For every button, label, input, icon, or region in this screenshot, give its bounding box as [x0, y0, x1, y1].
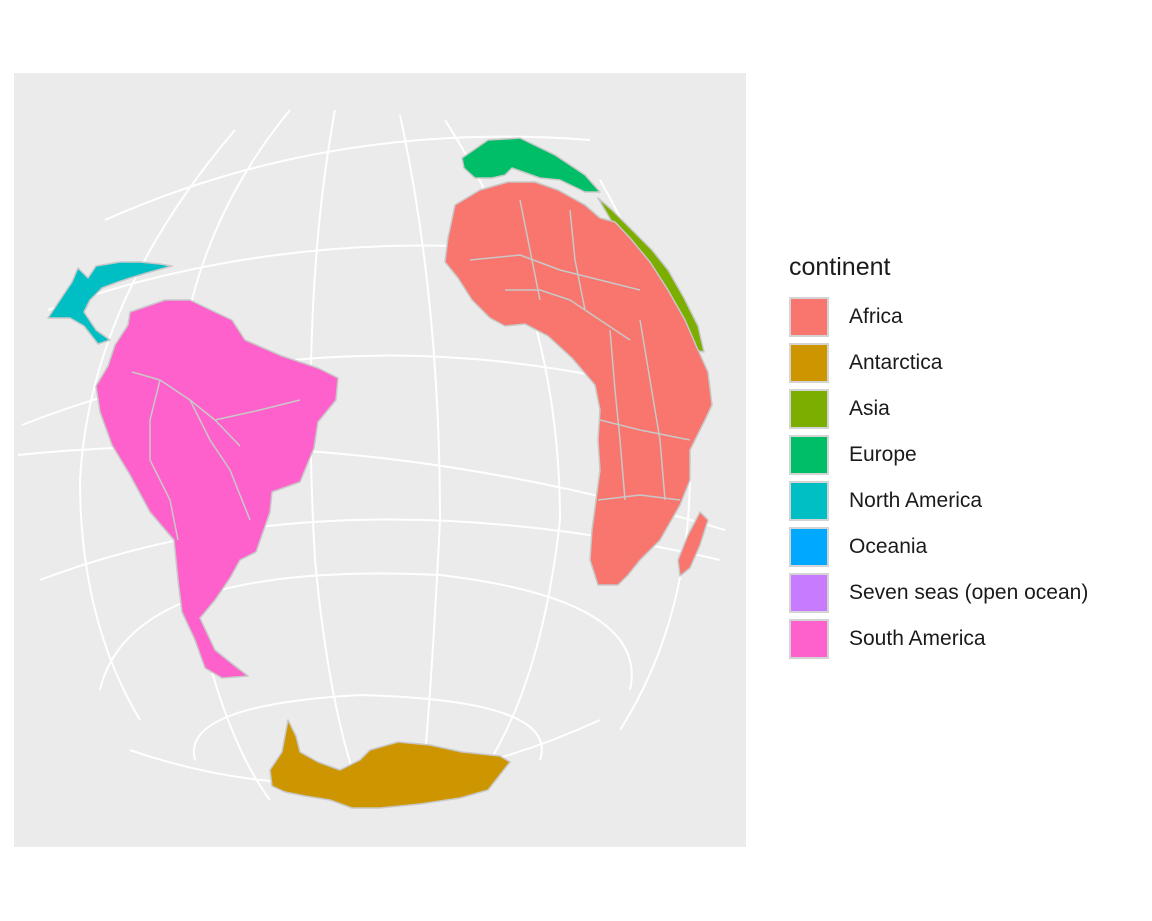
graticule-line	[99, 572, 633, 691]
legend-item-africa: Africa	[789, 294, 1139, 340]
graticule-line	[192, 693, 543, 761]
legend-key-seven-seas	[789, 573, 829, 613]
legend-label-seven-seas: Seven seas (open ocean)	[849, 581, 1089, 604]
legend-item-europe: Europe	[789, 432, 1139, 478]
legend-item-seven-seas: Seven seas (open ocean)	[789, 570, 1139, 616]
legend-item-antarctica: Antarctica	[789, 340, 1139, 386]
continent-antarctica	[269, 719, 511, 809]
legend-key-europe	[789, 435, 829, 475]
legend-item-oceania: Oceania	[789, 524, 1139, 570]
legend-key-africa	[789, 297, 829, 337]
legend-label-africa: Africa	[849, 305, 903, 328]
legend-label-europe: Europe	[849, 443, 917, 466]
legend-key-south-america	[789, 619, 829, 659]
graticule-line	[399, 114, 442, 806]
legend-key-north-america	[789, 481, 829, 521]
africa-borders	[469, 199, 691, 501]
legend-key-asia	[789, 389, 829, 429]
continent-north-america	[47, 261, 173, 345]
legend-label-oceania: Oceania	[849, 535, 928, 558]
graticule-line	[309, 109, 366, 806]
south-america-borders	[131, 371, 301, 541]
legend-label-north-america: North America	[849, 489, 983, 512]
legend-item-asia: Asia	[789, 386, 1139, 432]
legend-items: Africa Antarctica Asia Europe North Amer…	[789, 294, 1139, 662]
continent-africa	[444, 181, 713, 586]
legend-item-south-america: South America	[789, 616, 1139, 662]
legend-key-antarctica	[789, 343, 829, 383]
legend: continent Africa Antarctica Asia Europe …	[789, 252, 1139, 662]
globe-map	[14, 73, 746, 847]
legend-item-north-america: North America	[789, 478, 1139, 524]
africa-madagascar	[677, 511, 709, 577]
map-panel	[14, 73, 746, 847]
legend-label-south-america: South America	[849, 627, 986, 650]
graticule-line	[104, 135, 591, 221]
legend-label-asia: Asia	[849, 397, 890, 420]
legend-key-oceania	[789, 527, 829, 567]
graticule-line	[78, 129, 236, 721]
legend-title: continent	[789, 253, 891, 281]
country-shapes	[47, 137, 713, 809]
continent-europe	[461, 137, 601, 193]
legend-label-antarctica: Antarctica	[849, 351, 943, 374]
